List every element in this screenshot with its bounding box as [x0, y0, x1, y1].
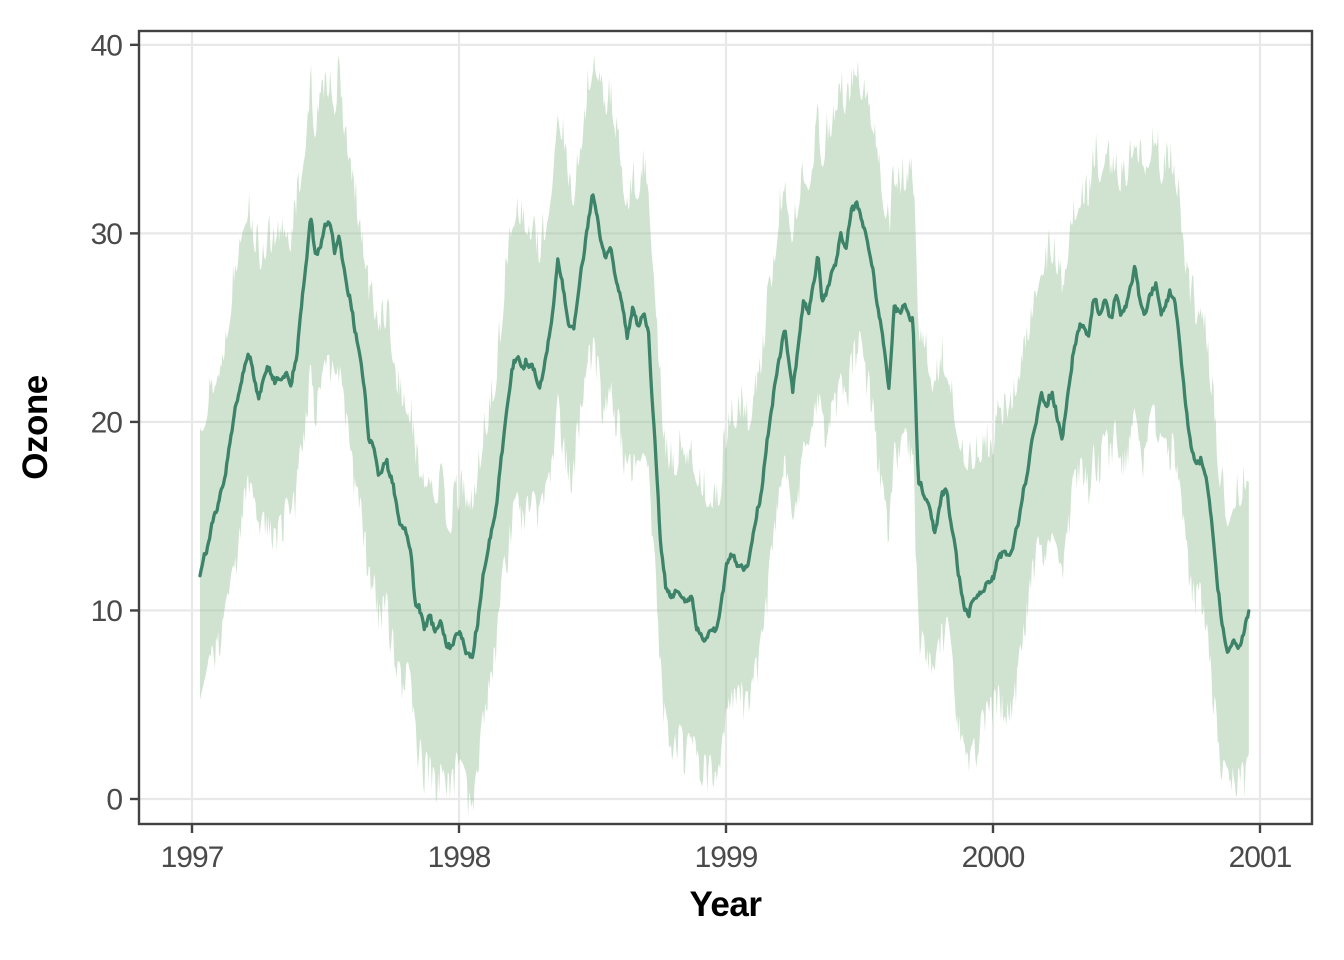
- x-tick-label: 2000: [962, 841, 1025, 874]
- x-tick-label: 1999: [695, 841, 758, 874]
- gridlines: [139, 31, 1312, 824]
- y-tick-label: 0: [106, 784, 122, 817]
- ozone-mean-line: [198, 193, 1251, 660]
- y-tick-label: 30: [91, 218, 123, 251]
- confidence-band: [200, 54, 1249, 817]
- y-axis-tick-labels: 0 10 20 30 40: [91, 29, 124, 817]
- x-tick-label: 1998: [428, 841, 491, 874]
- x-axis-title: Year: [690, 885, 763, 924]
- y-tick-label: 10: [91, 595, 123, 628]
- x-tick-label: 2001: [1229, 841, 1292, 874]
- axis-tick-marks: [130, 43, 1262, 833]
- y-axis-title: Ozone: [16, 375, 55, 479]
- x-tick-label: 1997: [161, 841, 224, 874]
- x-axis-tick-labels: 1997 1998 1999 2000 2001: [161, 841, 1293, 874]
- y-tick-label: 40: [91, 29, 123, 62]
- y-tick-label: 20: [91, 406, 123, 439]
